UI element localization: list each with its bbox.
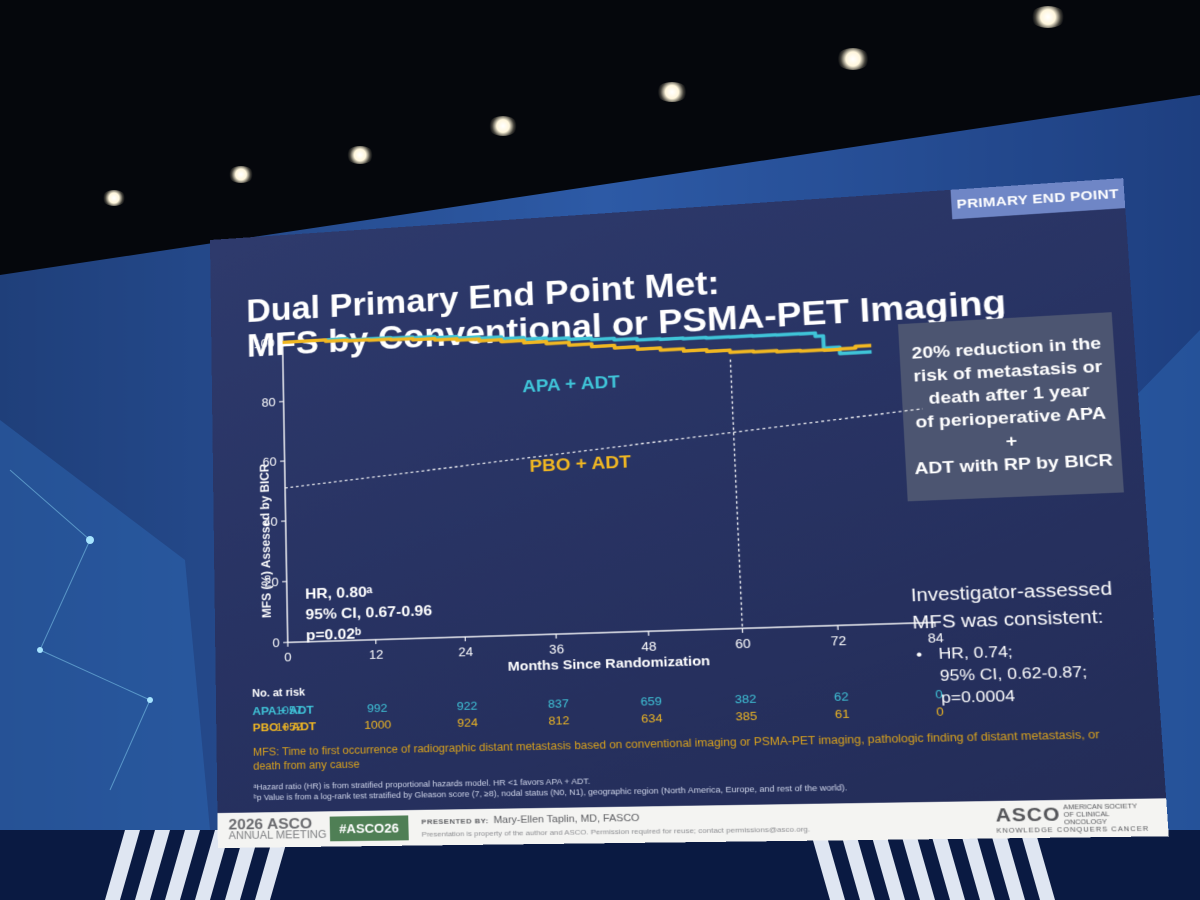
investigator-ci: 95% CI, 0.62-0.87; <box>939 661 1088 687</box>
presenter-name: Mary-Ellen Taplin, MD, FASCO <box>493 812 639 825</box>
x-tick-label: 60 <box>735 637 752 651</box>
x-tick-label: 0 <box>284 651 292 665</box>
x-tick-label: 36 <box>549 643 564 657</box>
ceiling-light <box>1030 6 1066 28</box>
y-axis-label: MFS (%) Assessed by BICR <box>258 463 275 619</box>
ceiling-light <box>488 116 518 136</box>
asco-org-name: AMERICAN SOCIETY OF CLINICAL ONCOLOGY <box>1063 803 1150 827</box>
p-value-line: p=0.02ᵇ <box>306 621 433 646</box>
asco-tagline: KNOWLEDGE CONQUERS CANCER <box>996 826 1155 835</box>
asco-logo-block: ASCO AMERICAN SOCIETY OF CLINICAL ONCOLOG… <box>995 803 1169 835</box>
presentation-slide: PRIMARY END POINT Dual Primary End Point… <box>210 178 1169 848</box>
ceiling-light <box>102 190 126 206</box>
x-axis-label: Months Since Randomization <box>508 653 711 674</box>
x-tick-label: 24 <box>458 645 474 659</box>
y-tick-label: 100 <box>254 337 276 351</box>
asco-logo: ASCO <box>995 804 1061 826</box>
x-tick-label: 12 <box>369 648 384 662</box>
x-tick-label: 72 <box>830 634 846 649</box>
y-tick-label: 80 <box>261 396 276 410</box>
meeting-label: 2026 ASCO ANNUAL MEETING <box>217 817 330 841</box>
investigator-assessed-heading: Investigator-assessed MFS was consistent… <box>910 575 1136 637</box>
series-label-pbo: PBO + ADT <box>529 452 631 476</box>
investigator-results: • HR, 0.74; 95% CI, 0.62-0.87; p=0.0004 <box>916 637 1144 709</box>
x-tick-label: 48 <box>641 640 657 654</box>
series-label-apa: APA + ADT <box>522 372 620 397</box>
investigator-bullet-item: • HR, 0.74; 95% CI, 0.62-0.87; p=0.0004 <box>916 637 1144 709</box>
presented-by-label: PRESENTED BY: <box>421 816 488 825</box>
month-60-marker-line <box>730 359 742 628</box>
hazard-ratio-box: HR, 0.80ᵃ 95% CI, 0.67-0.96 p=0.02ᵇ <box>305 580 433 646</box>
presenter-info: PRESENTED BY: Mary-Ellen Taplin, MD, FASC… <box>421 806 996 840</box>
y-tick-label: 0 <box>272 637 280 651</box>
ceiling-light <box>656 82 688 102</box>
ceiling-light <box>836 48 870 70</box>
investigator-p-value: p=0.0004 <box>941 683 1090 709</box>
chart-series-group <box>283 308 872 383</box>
ceiling-light <box>228 166 254 183</box>
y-axis-line <box>282 336 287 643</box>
ci-line: 95% CI, 0.67-0.96 <box>305 601 432 626</box>
reference-dotted-line <box>284 409 925 488</box>
hashtag-badge: #ASCO26 <box>330 815 409 841</box>
meeting-name: ANNUAL MEETING <box>229 829 331 842</box>
pbo-adt-curve <box>283 308 872 380</box>
ceiling-light <box>346 146 374 164</box>
